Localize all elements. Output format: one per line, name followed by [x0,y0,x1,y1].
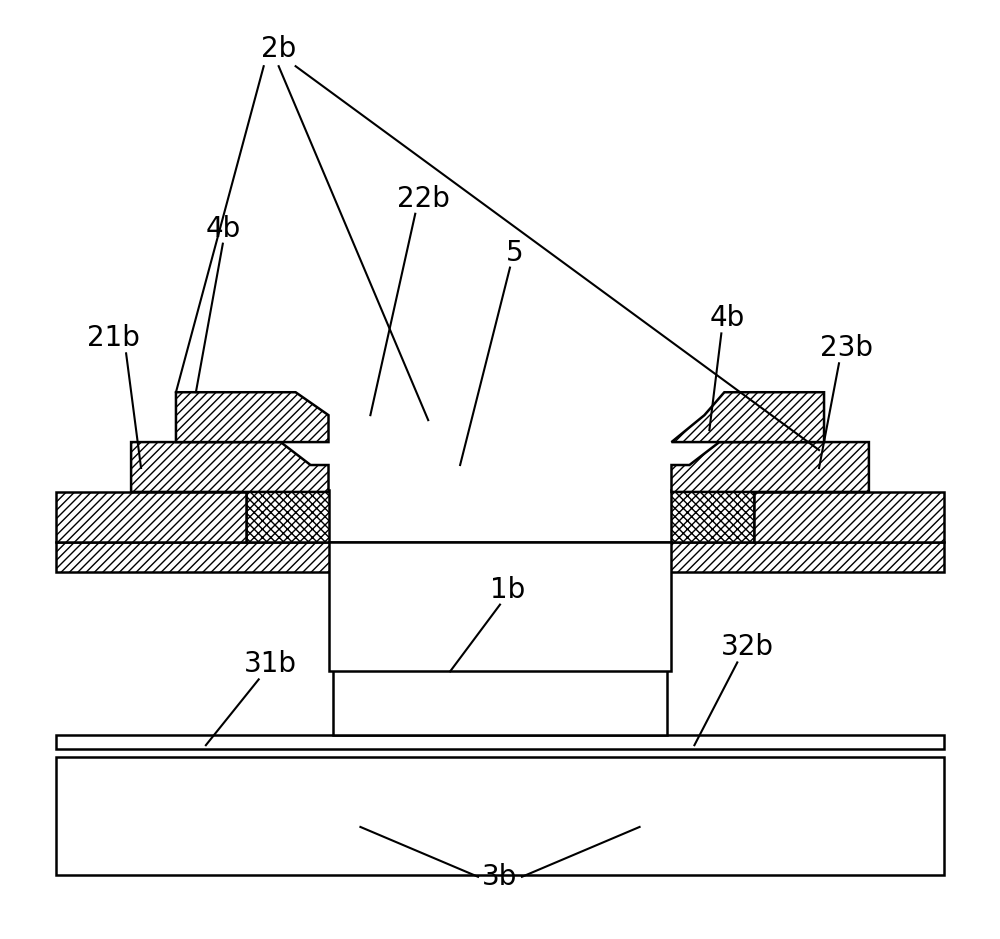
Bar [329,542,671,671]
Bar [333,638,667,735]
Polygon shape [754,492,944,542]
Text: 3b: 3b [482,863,518,891]
Polygon shape [671,442,869,492]
Polygon shape [246,490,329,542]
Text: 4b: 4b [710,304,745,332]
Polygon shape [176,393,329,442]
Text: 1b: 1b [490,576,526,604]
Bar [56,735,944,749]
Polygon shape [56,542,944,572]
Text: 23b: 23b [820,334,873,362]
Text: 31b: 31b [244,651,297,678]
Text: 5: 5 [506,239,524,267]
Bar [56,757,944,875]
Polygon shape [671,490,754,542]
Text: 32b: 32b [721,634,774,661]
Polygon shape [671,393,824,442]
Text: 2b: 2b [261,36,296,63]
Text: 22b: 22b [397,185,450,213]
Text: 4b: 4b [205,215,240,242]
Polygon shape [131,442,329,492]
Polygon shape [56,492,246,542]
Text: 21b: 21b [87,324,140,352]
